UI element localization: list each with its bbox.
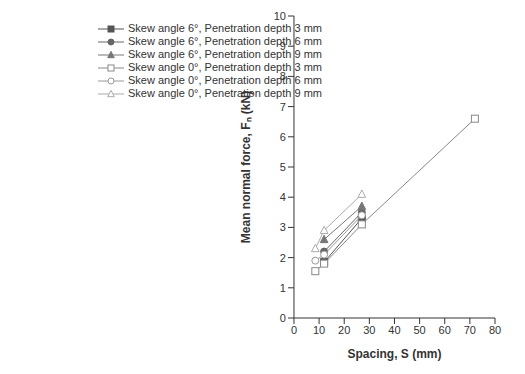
svg-text:6: 6 (280, 131, 286, 143)
svg-text:10: 10 (313, 324, 325, 336)
svg-text:0: 0 (291, 324, 297, 336)
svg-text:70: 70 (464, 324, 476, 336)
svg-text:0: 0 (280, 312, 286, 324)
svg-text:5: 5 (280, 161, 286, 173)
svg-text:9: 9 (280, 40, 286, 52)
svg-text:Spacing, S (mm): Spacing, S (mm) (347, 347, 441, 361)
svg-text:10: 10 (274, 10, 286, 22)
svg-text:20: 20 (338, 324, 350, 336)
svg-text:80: 80 (489, 324, 501, 336)
svg-text:40: 40 (388, 324, 400, 336)
svg-text:3: 3 (280, 221, 286, 233)
svg-text:1: 1 (280, 282, 286, 294)
svg-text:8: 8 (280, 70, 286, 82)
svg-text:2: 2 (280, 252, 286, 264)
svg-text:Mean normal force, Fₙ (kN): Mean normal force, Fₙ (kN) (239, 91, 253, 243)
svg-text:60: 60 (439, 324, 451, 336)
svg-text:30: 30 (363, 324, 375, 336)
svg-text:7: 7 (280, 101, 286, 113)
svg-text:50: 50 (413, 324, 425, 336)
svg-text:4: 4 (280, 191, 286, 203)
